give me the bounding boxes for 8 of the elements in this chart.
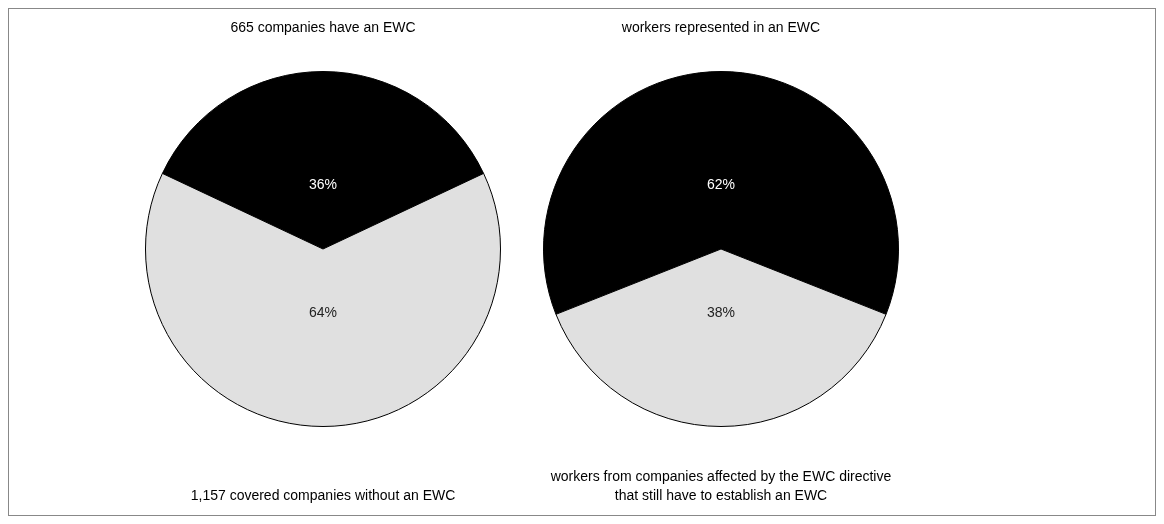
slice-label: workers from companies affected by the EWC directive that still have to establish an EWC — [549, 467, 893, 505]
data-label: 38% — [706, 303, 736, 320]
slice-label: workers represented in an EWC — [620, 19, 822, 35]
slice-label: 1,157 covered companies without an EWC — [189, 486, 457, 505]
data-label: 36% — [308, 175, 338, 192]
data-label: 62% — [706, 175, 736, 192]
slice-label: 665 companies have an EWC — [229, 19, 417, 35]
data-label: 64% — [308, 303, 338, 320]
